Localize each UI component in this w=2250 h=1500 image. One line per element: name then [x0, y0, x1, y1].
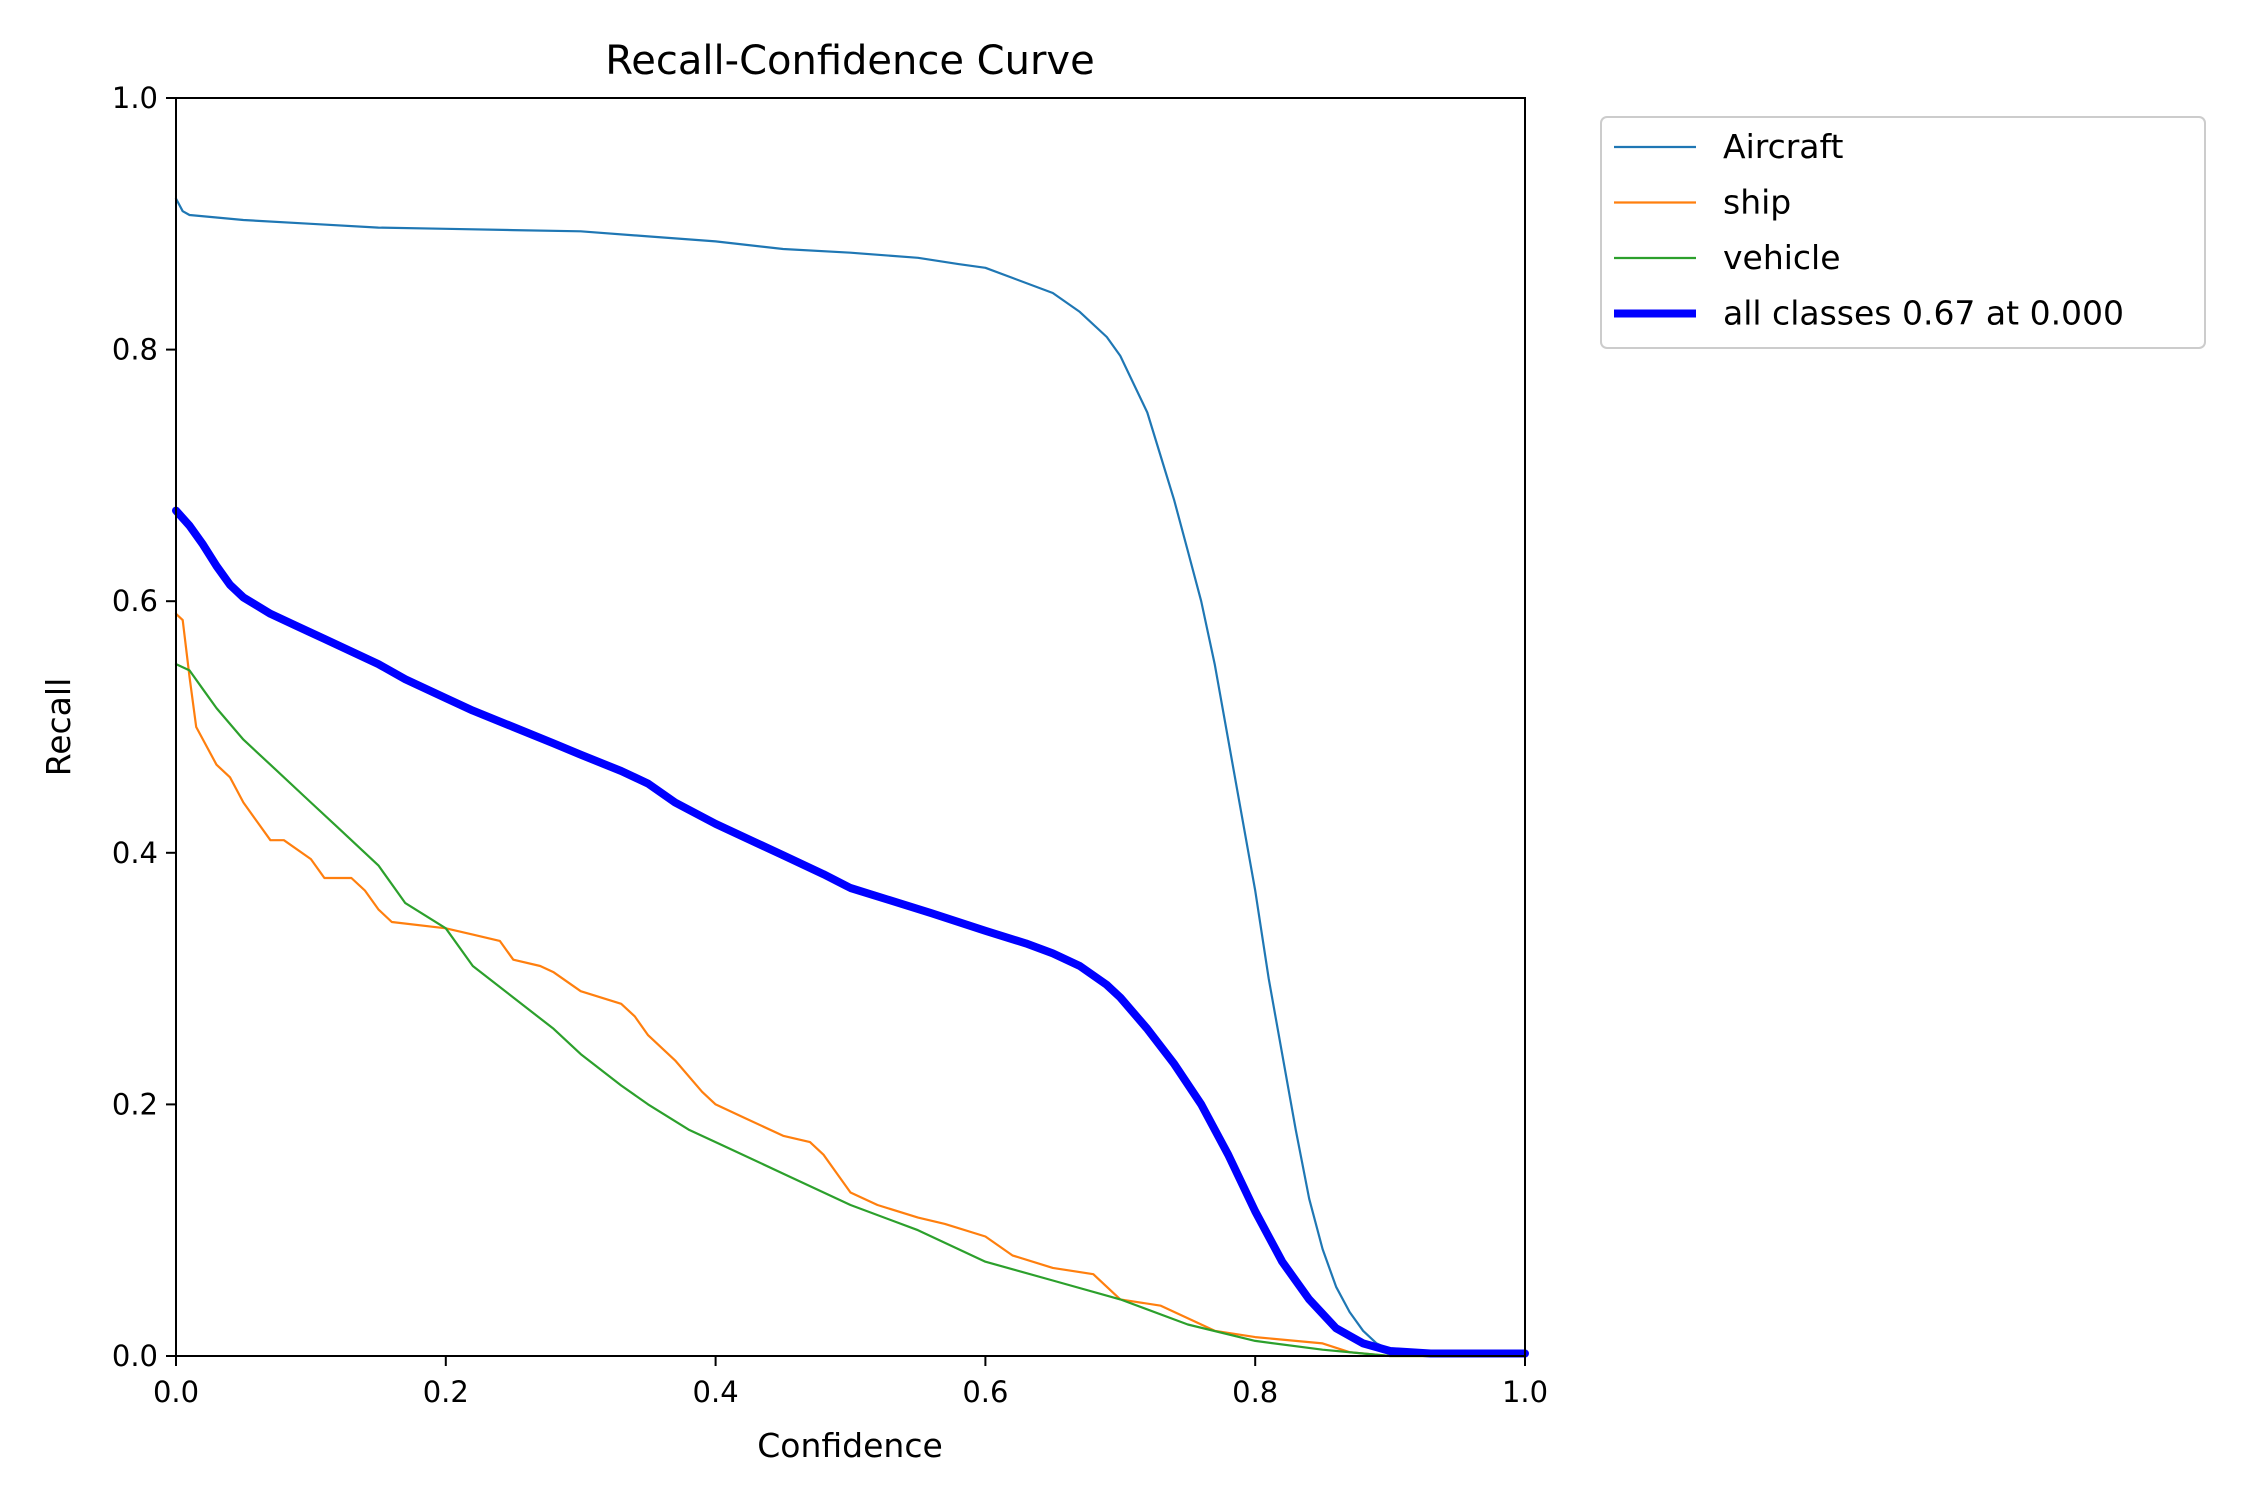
y-tick-label: 0.8 [112, 333, 158, 367]
series-line-2 [174, 612, 1527, 1358]
x-tick-label: 0.8 [1232, 1375, 1278, 1409]
y-tick-label: 0.6 [112, 584, 158, 618]
series-line-3 [174, 663, 1527, 1358]
legend-label-1: Aircraft [1723, 127, 1844, 166]
x-tick-label: 0.4 [693, 1375, 739, 1409]
y-axis-ticks: 0.0 0.2 0.4 0.6 0.8 1.0 [112, 81, 176, 1373]
y-tick-label: 0.0 [112, 1339, 158, 1373]
x-axis-ticks: 0.0 0.2 0.4 0.6 0.8 1.0 [153, 1356, 1548, 1409]
legend: Aircraft ship vehicle all classes 0.67 at 0… [1600, 116, 2206, 349]
y-tick-label: 1.0 [112, 81, 158, 115]
series-line-1 [174, 197, 1527, 1355]
legend-label-3: vehicle [1723, 238, 1841, 277]
x-tick-label: 0.0 [153, 1375, 199, 1409]
y-tick-label: 0.2 [112, 1087, 158, 1121]
x-axis-label: Confidence [757, 1426, 943, 1465]
series-layer [172, 197, 1529, 1358]
x-tick-label: 0.6 [962, 1375, 1008, 1409]
x-tick-label: 1.0 [1502, 1375, 1548, 1409]
legend-label-4: all classes 0.67 at 0.000 [1723, 294, 2124, 333]
y-tick-label: 0.4 [112, 836, 158, 870]
legend-label-2: ship [1723, 183, 1791, 222]
legend-box [1600, 116, 2206, 349]
chart-title: Recall-Confidence Curve [605, 38, 1094, 84]
plot-frame [175, 97, 1526, 1357]
y-axis-label: Recall [39, 678, 78, 776]
series-line-4 [172, 506, 1529, 1358]
x-tick-label: 0.2 [423, 1375, 469, 1409]
